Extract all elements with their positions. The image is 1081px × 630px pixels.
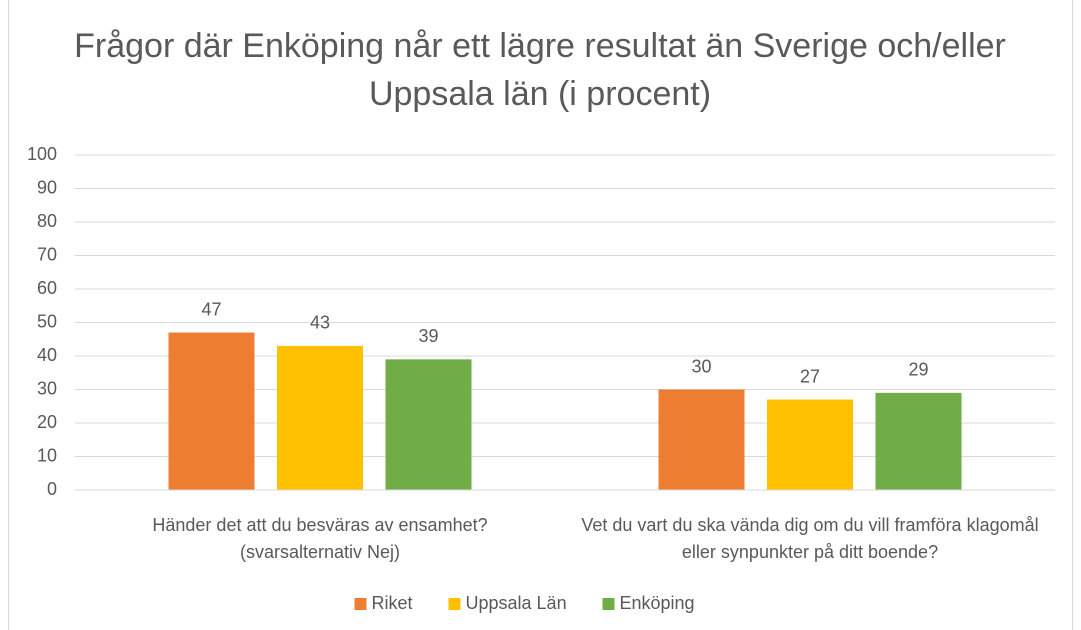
data-label: 47: [201, 299, 221, 319]
x-tick-label: Händer det att du besväras av ensamhet? …: [152, 515, 488, 562]
y-tick-label: 100: [27, 144, 57, 164]
y-tick-label: 80: [37, 211, 57, 231]
data-label: 39: [418, 326, 438, 346]
y-tick-label: 50: [37, 311, 57, 331]
bar: [277, 345, 363, 490]
data-label: 29: [908, 360, 928, 380]
legend-swatch: [448, 598, 461, 610]
chart-title: Frågor där Enköping når ett lägre result…: [74, 27, 1006, 113]
y-tick-label: 40: [37, 345, 57, 365]
bar: [168, 332, 255, 490]
y-tick-label: 0: [47, 479, 57, 499]
bar: [875, 392, 962, 490]
legend-swatch: [602, 598, 615, 610]
legend-swatch: [354, 598, 367, 610]
data-label: 30: [691, 356, 711, 376]
data-label: 27: [800, 366, 820, 386]
bar: [767, 399, 853, 490]
legend-label: Enköping: [620, 593, 695, 613]
y-tick-label: 60: [37, 278, 57, 298]
x-tick-label: Vet du vart du ska vända dig om du vill …: [581, 515, 1039, 562]
y-tick-label: 90: [37, 177, 57, 197]
y-tick-label: 10: [37, 445, 57, 465]
y-tick-label: 20: [37, 412, 57, 432]
legend-label: Riket: [372, 593, 413, 613]
y-tick-label: 30: [37, 378, 57, 398]
bar: [658, 389, 745, 490]
chart-border: [8, 0, 1073, 630]
legend-label: Uppsala Län: [466, 593, 567, 613]
bar: [385, 359, 472, 490]
y-tick-label: 70: [37, 244, 57, 264]
data-label: 43: [310, 313, 330, 333]
